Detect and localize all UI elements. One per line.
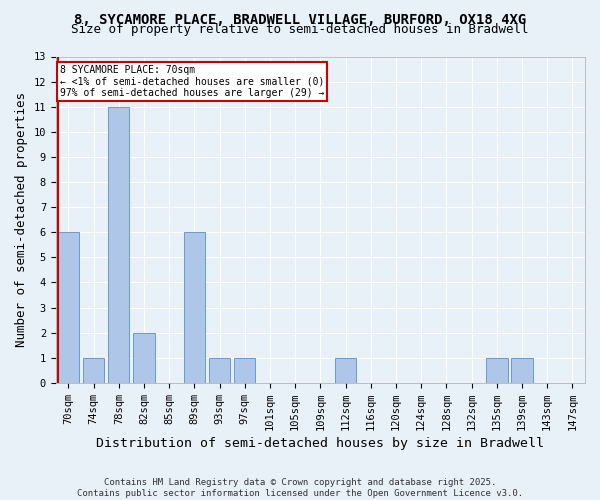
Bar — [209, 358, 230, 383]
Bar — [184, 232, 205, 383]
Bar — [133, 332, 155, 383]
Text: Contains HM Land Registry data © Crown copyright and database right 2025.
Contai: Contains HM Land Registry data © Crown c… — [77, 478, 523, 498]
Text: 8 SYCAMORE PLACE: 70sqm
← <1% of semi-detached houses are smaller (0)
97% of sem: 8 SYCAMORE PLACE: 70sqm ← <1% of semi-de… — [59, 66, 324, 98]
Bar — [108, 106, 130, 383]
Bar — [511, 358, 533, 383]
Text: Size of property relative to semi-detached houses in Bradwell: Size of property relative to semi-detach… — [71, 22, 529, 36]
Bar — [83, 358, 104, 383]
Bar — [335, 358, 356, 383]
Bar — [486, 358, 508, 383]
X-axis label: Distribution of semi-detached houses by size in Bradwell: Distribution of semi-detached houses by … — [97, 437, 544, 450]
Y-axis label: Number of semi-detached properties: Number of semi-detached properties — [15, 92, 28, 347]
Bar — [58, 232, 79, 383]
Bar — [234, 358, 256, 383]
Text: 8, SYCAMORE PLACE, BRADWELL VILLAGE, BURFORD, OX18 4XG: 8, SYCAMORE PLACE, BRADWELL VILLAGE, BUR… — [74, 12, 526, 26]
